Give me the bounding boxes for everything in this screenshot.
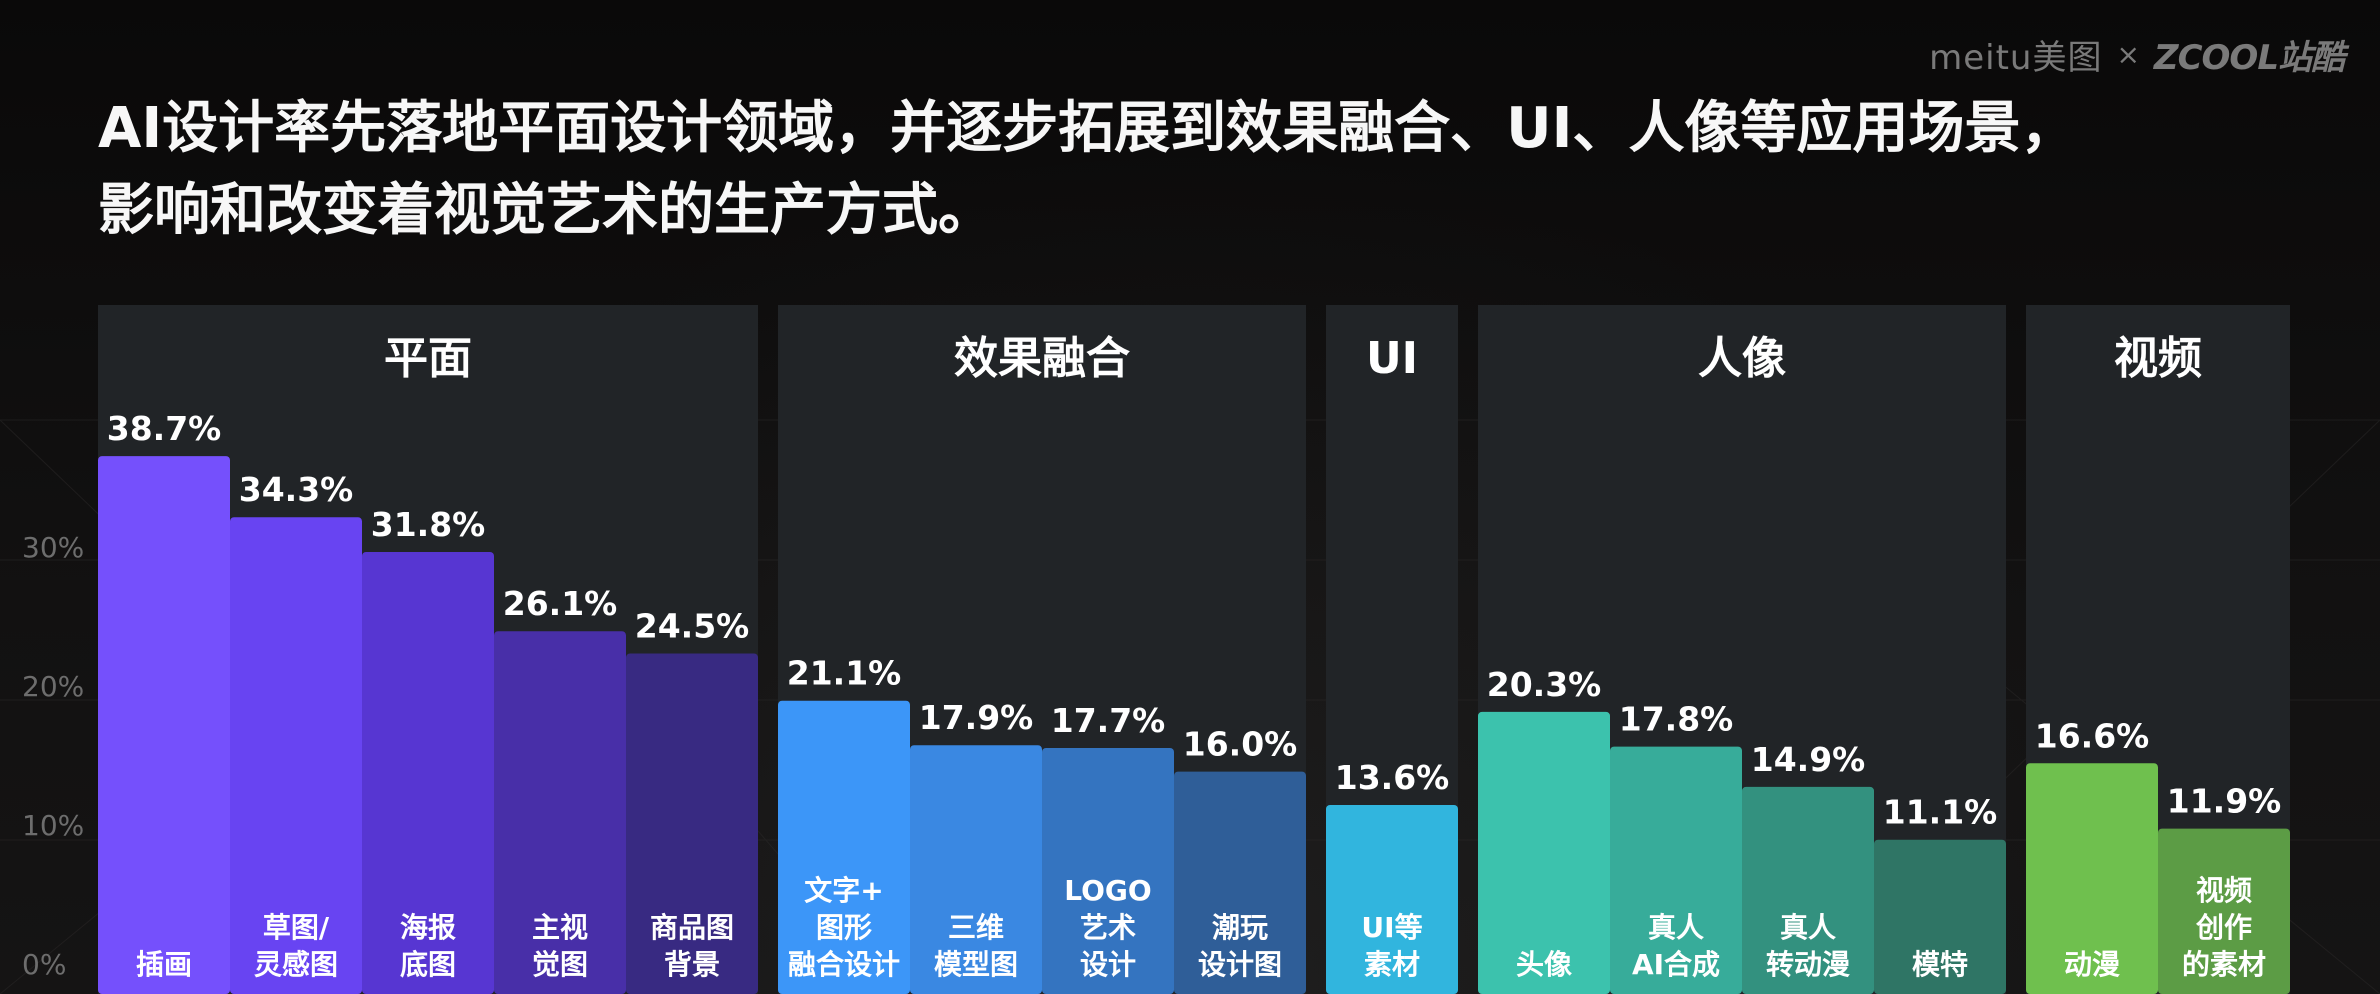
- bar: [494, 631, 626, 994]
- bar-value-label: 21.1%: [787, 654, 902, 693]
- bar-category-label: 插画: [136, 948, 192, 981]
- bar-value-label: 17.8%: [1619, 700, 1734, 739]
- bar-category-label: 真人: [1648, 911, 1704, 944]
- headline: AI设计率先落地平面设计领域，并逐步拓展到效果融合、UI、人像等应用场景， 影响…: [98, 88, 2298, 252]
- bar-value-label: 38.7%: [107, 409, 222, 448]
- bar-value-label: 17.9%: [919, 698, 1034, 737]
- bar-value-label: 17.7%: [1051, 701, 1166, 740]
- bar: [626, 653, 758, 994]
- bar-category-label: 草图/: [263, 911, 330, 944]
- bar-value-label: 11.1%: [1883, 793, 1998, 832]
- bar-category-label: 图形: [816, 911, 872, 944]
- bar-category-label: 商品图: [650, 911, 734, 944]
- bar-value-label: 34.3%: [239, 470, 354, 509]
- bar: [910, 745, 1042, 994]
- bar: [98, 456, 230, 994]
- bar-category-label: 的素材: [2182, 948, 2266, 981]
- bar-category-label: 主视: [532, 911, 588, 944]
- headline-line-1: AI设计率先落地平面设计领域，并逐步拓展到效果融合、UI、人像等应用场景，: [98, 96, 2077, 161]
- bar-category-label: 觉图: [532, 948, 588, 981]
- bar-value-label: 26.1%: [503, 584, 618, 623]
- zcool-logo: ZCOOL站酷: [2153, 38, 2345, 78]
- bar-category-label: 设计: [1080, 948, 1136, 981]
- y-tick-label: 0%: [22, 948, 67, 981]
- bar: [362, 551, 494, 994]
- bar: [1874, 839, 2006, 994]
- y-tick-label: 30%: [22, 531, 85, 564]
- bar-value-label: 20.3%: [1487, 665, 1602, 704]
- meitu-logo: meitu美图: [1929, 38, 2103, 78]
- bar-value-label: 13.6%: [1335, 758, 1450, 797]
- bar-category-label: 模型图: [934, 948, 1018, 981]
- bar-category-label: AI合成: [1632, 948, 1720, 981]
- bar-category-label: 创作: [2195, 911, 2252, 944]
- bar-category-label: 头像: [1516, 948, 1573, 981]
- bar-category-label: 动漫: [2064, 948, 2120, 981]
- headline-line-2: 影响和改变着视觉艺术的生产方式。: [98, 178, 994, 243]
- bar-value-label: 14.9%: [1751, 740, 1866, 779]
- bar-category-label: 底图: [400, 948, 456, 981]
- bar-category-label: 模特: [1912, 948, 1968, 981]
- brand-logos: meitu美图 × ZCOOL站酷: [1929, 30, 2345, 79]
- bar-value-label: 16.6%: [2035, 716, 2150, 755]
- group-title: 平面: [384, 333, 472, 384]
- bar: [2158, 828, 2290, 994]
- bar-value-label: 31.8%: [371, 505, 486, 544]
- bar-category-label: 转动漫: [1766, 948, 1850, 981]
- bar-category-label: 真人: [1780, 911, 1836, 944]
- group-title: 视频: [2114, 333, 2202, 384]
- bar: [1174, 771, 1306, 994]
- bar-category-label: 文字+: [804, 874, 883, 907]
- bar: [230, 517, 362, 994]
- y-tick-label: 20%: [22, 670, 85, 703]
- bar-category-label: 设计图: [1198, 948, 1282, 981]
- bar-category-label: LOGO: [1064, 874, 1151, 907]
- bar-value-label: 11.9%: [2167, 782, 2282, 821]
- bar-category-label: 三维: [948, 911, 1004, 944]
- bar-value-label: 16.0%: [1183, 725, 1298, 764]
- brand-separator: ×: [2116, 38, 2140, 71]
- group-title: UI: [1366, 333, 1418, 384]
- bar: [1042, 747, 1174, 994]
- bar: [1742, 786, 1874, 994]
- bar-category-label: 融合设计: [788, 948, 900, 981]
- group-title: 人像: [1698, 333, 1786, 384]
- bar: [778, 700, 910, 994]
- bar-category-label: 背景: [664, 948, 720, 981]
- bar: [1478, 711, 1610, 994]
- bar: [2026, 763, 2158, 994]
- bar: [1326, 804, 1458, 994]
- group-title: 效果融合: [954, 333, 1130, 384]
- bar-category-label: UI等: [1361, 911, 1422, 944]
- bar: [1610, 746, 1742, 994]
- bar-category-label: 素材: [1364, 948, 1420, 981]
- y-tick-label: 10%: [22, 809, 85, 842]
- bar-category-label: 潮玩: [1212, 911, 1268, 944]
- bar-category-label: 艺术: [1080, 911, 1136, 944]
- bar-category-label: 海报: [400, 911, 456, 944]
- bar-category-label: 灵感图: [254, 948, 338, 981]
- bar-value-label: 24.5%: [635, 606, 750, 645]
- bar-category-label: 视频: [2196, 874, 2252, 907]
